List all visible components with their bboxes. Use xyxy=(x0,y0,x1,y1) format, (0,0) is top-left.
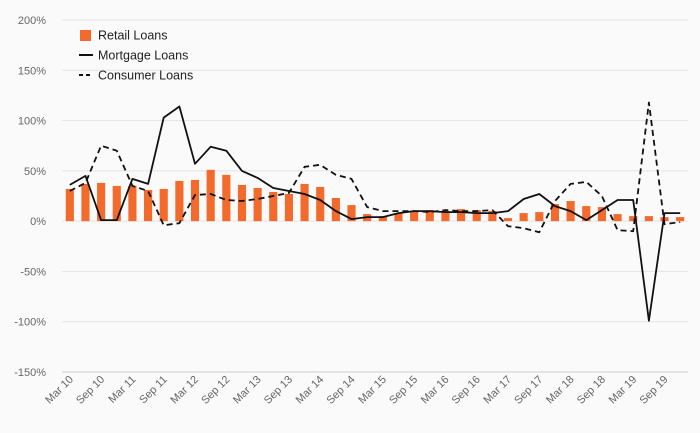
x-tick-label: Mar 10 xyxy=(43,374,76,407)
y-tick-label: -100% xyxy=(14,317,46,329)
x-tick-label: Sep 11 xyxy=(137,374,170,407)
retail-loans-bar xyxy=(300,183,309,222)
x-tick-label: Mar 18 xyxy=(544,374,577,407)
consumer-loans-line xyxy=(69,101,681,234)
retail-loans-bar xyxy=(97,182,106,222)
x-tick-label: Mar 15 xyxy=(356,374,389,407)
y-tick-label: 0% xyxy=(30,216,46,228)
y-axis-ticks: 200% 150% 100% 50% 0% -50% -100% -150% xyxy=(14,15,46,379)
retail-loans-bar xyxy=(582,206,591,222)
retail-loans-bar xyxy=(394,213,403,222)
retail-loans-bar xyxy=(378,216,387,222)
legend-swatch-bar xyxy=(80,30,91,41)
retail-loans-bar xyxy=(331,198,340,222)
retail-loans-bar xyxy=(550,204,560,222)
y-tick-label: -50% xyxy=(20,266,46,278)
y-tick-label: 100% xyxy=(18,116,46,128)
retail-loans-bar xyxy=(425,210,434,222)
x-tick-label: Sep 18 xyxy=(575,374,608,407)
x-tick-label: Mar 16 xyxy=(419,374,452,407)
mortgage-loans-line xyxy=(69,105,681,322)
series-lines xyxy=(69,101,681,322)
y-tick-label: -150% xyxy=(14,367,46,379)
retail-loans-bar xyxy=(472,210,481,222)
retail-loans-bar xyxy=(488,211,497,222)
retail-loans-bar xyxy=(457,209,466,222)
x-tick-label: Mar 11 xyxy=(106,374,138,406)
retail-loans-bar xyxy=(253,187,262,222)
retail-loans-bar xyxy=(159,188,168,222)
y-tick-label: 200% xyxy=(18,15,46,27)
legend: Retail Loans Mortgage Loans Consumer Loans xyxy=(79,29,193,83)
x-tick-label: Mar 17 xyxy=(481,374,514,407)
retail-loans-bar xyxy=(222,174,231,222)
x-tick-label: Mar 13 xyxy=(231,374,264,407)
x-tick-label: Mar 14 xyxy=(294,374,327,407)
x-tick-label: Mar 19 xyxy=(607,374,640,407)
x-tick-label: Sep 19 xyxy=(638,374,671,407)
retail-loans-bars xyxy=(65,169,685,222)
x-tick-label: Sep 14 xyxy=(325,374,358,407)
x-tick-label: Sep 13 xyxy=(262,374,295,407)
retail-loans-bar xyxy=(316,186,325,222)
legend-label: Mortgage Loans xyxy=(98,49,188,63)
retail-loans-bar xyxy=(613,214,622,222)
retail-loans-bar xyxy=(65,188,74,222)
y-tick-label: 50% xyxy=(24,166,46,178)
retail-loans-bar xyxy=(206,169,215,222)
retail-loans-bar xyxy=(441,211,450,222)
retail-loans-bar xyxy=(128,185,137,222)
y-tick-label: 150% xyxy=(18,65,46,77)
retail-loans-bar xyxy=(237,184,247,222)
x-tick-label: Mar 12 xyxy=(168,374,201,407)
legend-label: Retail Loans xyxy=(98,29,168,43)
x-tick-label: Sep 16 xyxy=(450,374,483,407)
retail-loans-bar xyxy=(644,216,653,222)
retail-loans-bar xyxy=(347,205,356,222)
retail-loans-bar xyxy=(112,185,121,222)
retail-loans-bar xyxy=(175,180,184,222)
retail-loans-bar xyxy=(284,193,293,222)
retail-loans-bar xyxy=(519,213,528,222)
retail-loans-bar xyxy=(503,218,513,222)
retail-loans-bar xyxy=(190,179,200,222)
retail-loans-bar xyxy=(676,217,685,222)
retail-loans-bar xyxy=(144,189,153,222)
x-tick-label: Sep 10 xyxy=(74,374,107,407)
retail-loans-bar xyxy=(597,207,606,222)
x-tick-label: Sep 12 xyxy=(199,374,232,407)
x-tick-label: Sep 17 xyxy=(512,374,545,407)
retail-loans-bar xyxy=(535,212,544,222)
retail-loans-bar xyxy=(410,211,419,222)
retail-loans-bar xyxy=(629,216,638,222)
retail-loans-bar xyxy=(269,191,278,222)
legend-label: Consumer Loans xyxy=(98,69,193,83)
x-tick-label: Sep 15 xyxy=(387,374,420,407)
retail-loans-bar xyxy=(81,183,90,222)
